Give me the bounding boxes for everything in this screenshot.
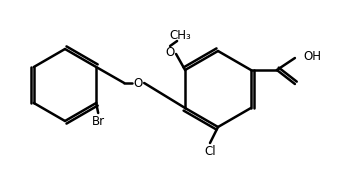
Text: Br: Br bbox=[92, 115, 105, 128]
Text: OH: OH bbox=[303, 50, 321, 63]
Text: O: O bbox=[165, 46, 175, 58]
Text: CH₃: CH₃ bbox=[169, 28, 191, 41]
Text: O: O bbox=[134, 77, 143, 90]
Text: Cl: Cl bbox=[204, 145, 216, 158]
